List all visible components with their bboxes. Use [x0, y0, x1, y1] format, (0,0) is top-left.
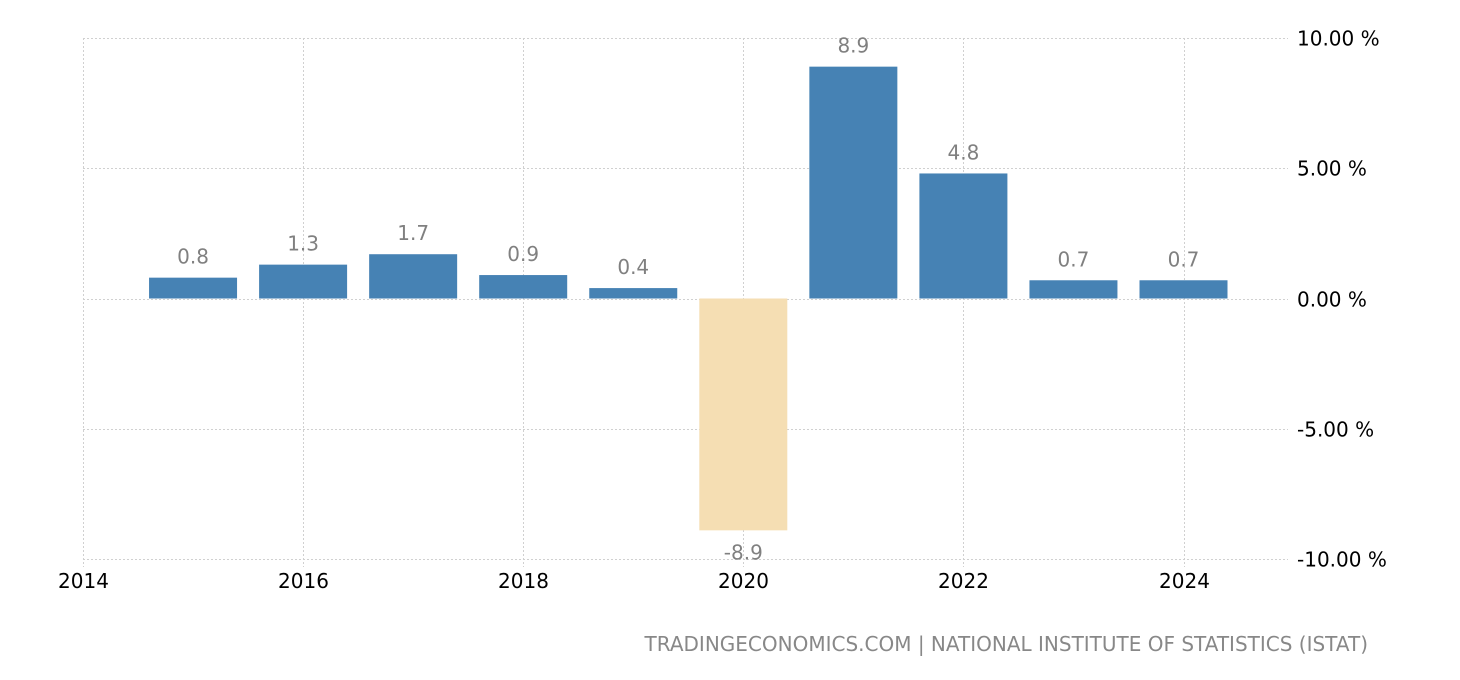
data-label-2024: 0.7: [1168, 247, 1200, 271]
x-tick-label: 2024: [1159, 569, 1210, 593]
data-label-2023: 0.7: [1058, 247, 1090, 271]
y-tick-label: 10.00 %: [1297, 27, 1380, 51]
bar-2022: [919, 173, 1008, 299]
bars: [149, 66, 1228, 531]
data-label-2016: 1.3: [287, 232, 319, 256]
data-label-2020: -8.9: [724, 540, 763, 564]
bar-2018: [479, 275, 568, 299]
x-tick-label: 2022: [938, 569, 989, 593]
y-tick-label: 5.00 %: [1297, 157, 1367, 181]
y-axis: 10.00 % 5.00 % 0.00 % -5.00 % -10.00 %: [1297, 27, 1387, 572]
bar-2024: [1139, 280, 1228, 299]
source-credit: TRADINGECONOMICS.COM | NATIONAL INSTITUT…: [644, 632, 1368, 656]
x-tick-label: 2018: [498, 569, 549, 593]
x-axis: 2014 2016 2018 2020 2022 2024: [58, 569, 1210, 593]
gridlines: [83, 38, 1288, 567]
bar-2021: [809, 66, 898, 299]
data-label-2017: 1.7: [397, 221, 429, 245]
y-tick-label: 0.00 %: [1297, 288, 1367, 312]
data-label-2015: 0.8: [177, 245, 209, 269]
x-tick-label: 2014: [58, 569, 109, 593]
bar-2019: [589, 288, 678, 299]
y-tick-label: -5.00 %: [1297, 418, 1374, 442]
bar-2016: [259, 264, 348, 299]
x-tick-label: 2020: [718, 569, 769, 593]
data-labels: 0.8 1.3 1.7 0.9 0.4 -8.9 8.9 4.8 0.7 0.7: [177, 34, 1199, 565]
bar-2015: [149, 277, 238, 299]
data-label-2019: 0.4: [617, 255, 649, 279]
bar-2023: [1029, 280, 1118, 299]
bar-2020: [699, 298, 788, 531]
x-tick-label: 2016: [278, 569, 329, 593]
data-label-2021: 8.9: [837, 34, 869, 58]
y-tick-label: -10.00 %: [1297, 548, 1387, 572]
data-label-2022: 4.8: [947, 140, 979, 164]
bar-2017: [369, 254, 458, 299]
data-label-2018: 0.9: [507, 242, 539, 266]
